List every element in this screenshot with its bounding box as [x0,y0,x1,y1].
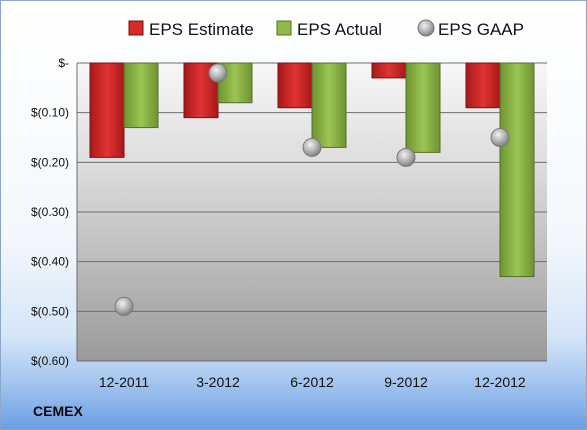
legend-label: EPS Actual [297,20,382,39]
bars [89,62,535,278]
x-tick-label: 3-2012 [196,374,240,390]
y-axis-ticks: $- $(0.10) $(0.20) $(0.30) $(0.40) $(0.50) $(0… [31,56,69,368]
actual-bar-6-2012 [311,62,347,148]
x-tick-label: 12-2012 [474,374,526,390]
estimate-bar-6-2012 [277,62,313,109]
estimate-bar-9-2012 [371,62,407,79]
y-tick-label: $(0.50) [31,304,69,318]
y-tick-label: $- [58,56,69,70]
x-axis-ticks: 12-2011 3-2012 6-2012 9-2012 12-2012 [99,374,526,390]
y-tick-label: $(0.20) [31,155,69,169]
legend-swatch [276,20,292,36]
gaap-markers [114,63,510,316]
actual-bar-9-2012 [405,62,441,153]
y-tick-label: $(0.60) [31,354,69,368]
gaap-marker-9-2012 [396,147,416,167]
legend-swatch [417,19,435,37]
company-name: CEMEX [33,403,83,419]
y-tick-label: $(0.40) [31,255,69,269]
gaap-marker-3-2012 [208,63,228,83]
chart-legend: EPS Estimate EPS Actual EPS GAAP [128,19,524,39]
y-tick-label: $(0.10) [31,106,69,120]
legend-swatch [128,20,144,36]
x-tick-label: 9-2012 [384,374,428,390]
actual-bar-12-2012 [499,62,535,278]
gaap-marker-12-2011 [114,296,134,316]
x-tick-label: 6-2012 [290,374,334,390]
gaap-marker-12-2012 [490,128,510,147]
gaap-marker-6-2012 [302,137,322,157]
estimate-bar-12-2011 [89,62,125,158]
legend-label: EPS Estimate [149,20,254,39]
legend-label: EPS GAAP [438,20,524,39]
y-tick-label: $(0.30) [31,205,69,219]
estimate-bar-12-2012 [465,62,501,109]
actual-bar-12-2011 [123,62,159,129]
x-tick-label: 12-2011 [99,374,150,390]
